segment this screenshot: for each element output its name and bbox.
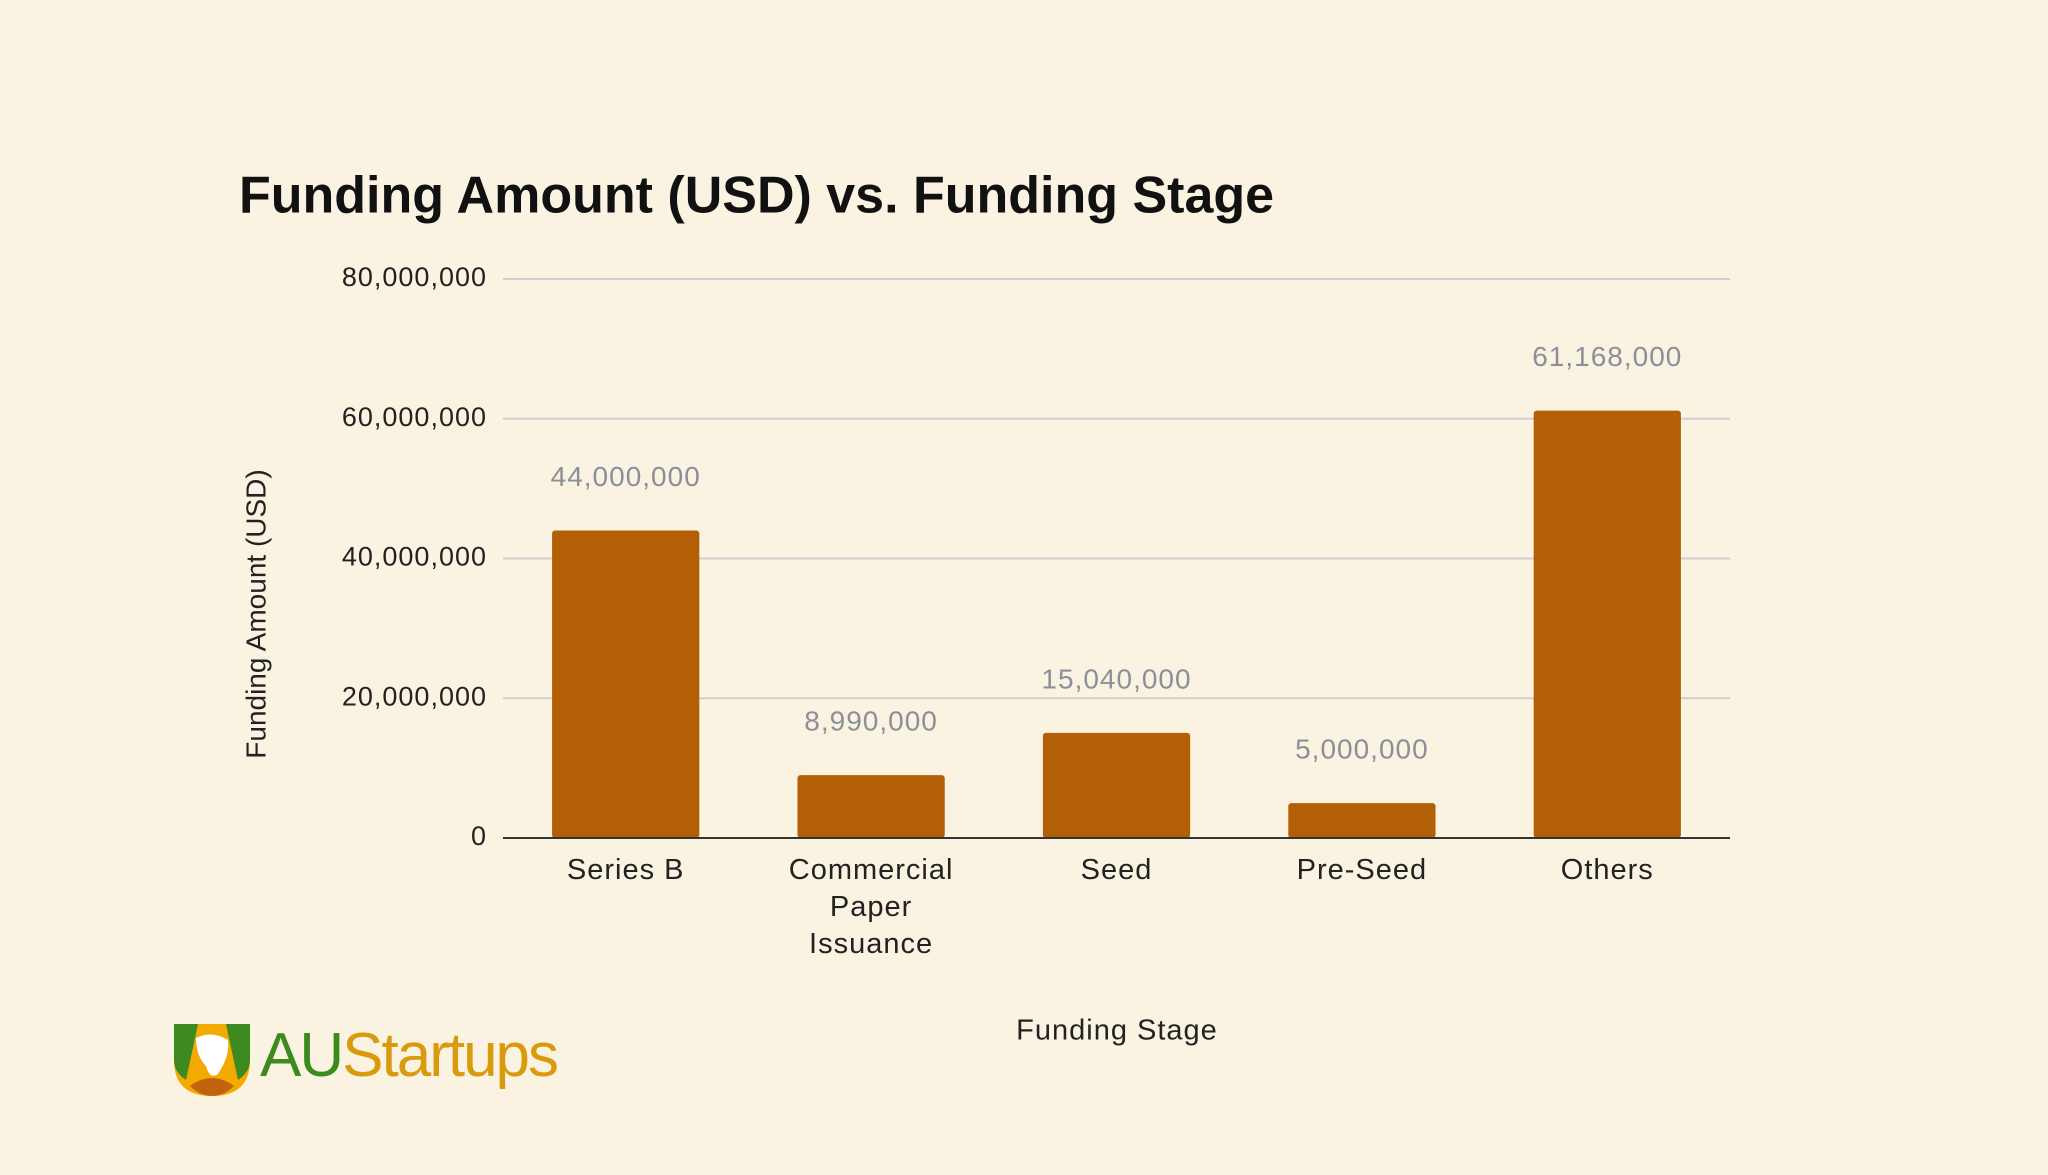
value-label: 8,990,000 bbox=[804, 706, 938, 737]
value-label: 5,000,000 bbox=[1295, 733, 1429, 764]
logo-shield-right bbox=[226, 1024, 250, 1080]
y-tick-label: 0 bbox=[471, 821, 487, 851]
logo: AUStartups bbox=[174, 1021, 559, 1096]
logo-base bbox=[190, 1078, 234, 1096]
bar bbox=[552, 530, 700, 838]
logo-africa bbox=[196, 1034, 229, 1076]
logo-text-au: AU bbox=[260, 1021, 342, 1090]
y-tick-label: 40,000,000 bbox=[342, 542, 487, 572]
bar bbox=[1533, 410, 1681, 838]
bar bbox=[797, 775, 945, 838]
y-tick-label: 20,000,000 bbox=[342, 681, 487, 711]
y-tick-label: 60,000,000 bbox=[342, 402, 487, 432]
x-axis-label: Funding Stage bbox=[1016, 1015, 1218, 1047]
chart-title: Funding Amount (USD) vs. Funding Stage bbox=[239, 167, 1274, 225]
logo-shield-left bbox=[174, 1024, 198, 1080]
logo-text-startups: Startups bbox=[342, 1021, 557, 1090]
x-tick-label: Seed bbox=[1080, 854, 1153, 886]
x-tick-label: Commercial Paper Issuance bbox=[788, 854, 954, 960]
value-label: 15,040,000 bbox=[1041, 663, 1191, 694]
bar bbox=[1288, 803, 1436, 838]
logo-text: AUStartups bbox=[260, 1021, 557, 1090]
value-label: 44,000,000 bbox=[551, 461, 701, 492]
x-tick-label: Pre-Seed bbox=[1296, 854, 1428, 886]
bar bbox=[1042, 732, 1191, 838]
x-tick-label: Series B bbox=[566, 854, 685, 886]
y-axis-label: Funding Amount (USD) bbox=[240, 469, 271, 758]
x-tick-label: Others bbox=[1560, 854, 1654, 886]
y-tick-label: 80,000,000 bbox=[342, 262, 487, 292]
value-label: 61,168,000 bbox=[1532, 341, 1682, 372]
